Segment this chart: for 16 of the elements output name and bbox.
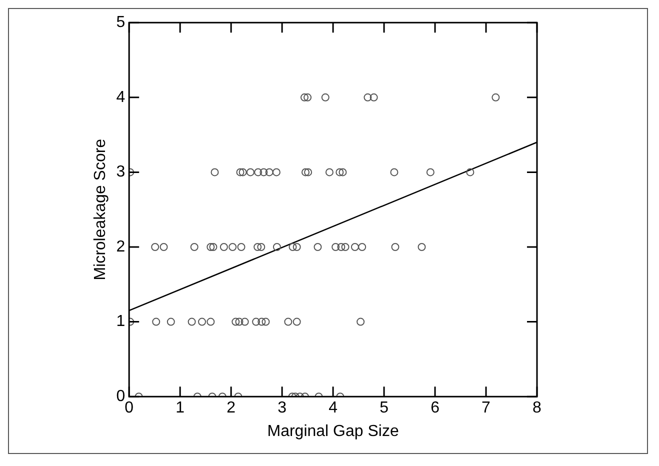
x-tick-label: 7 — [482, 400, 491, 417]
y-tick-label: 5 — [116, 14, 126, 32]
y-tick-label: 1 — [116, 313, 126, 330]
x-tick-label: 1 — [176, 400, 185, 417]
y-tick-label: 2 — [116, 238, 126, 256]
x-tick-label: 2 — [226, 400, 236, 417]
x-tick-label: 8 — [532, 400, 542, 417]
y-axis-title: Microleakage Score — [92, 138, 110, 280]
x-tick-label: 6 — [430, 400, 440, 417]
y-tick-label: 3 — [116, 164, 126, 181]
x-tick-label: 4 — [328, 400, 338, 417]
x-tick-label: 3 — [278, 400, 287, 417]
x-axis-title: Marginal Gap Size — [267, 422, 399, 440]
y-tick-label: 4 — [116, 88, 126, 106]
y-tick-label: 0 — [116, 388, 126, 406]
x-tick-label: 5 — [380, 400, 389, 417]
